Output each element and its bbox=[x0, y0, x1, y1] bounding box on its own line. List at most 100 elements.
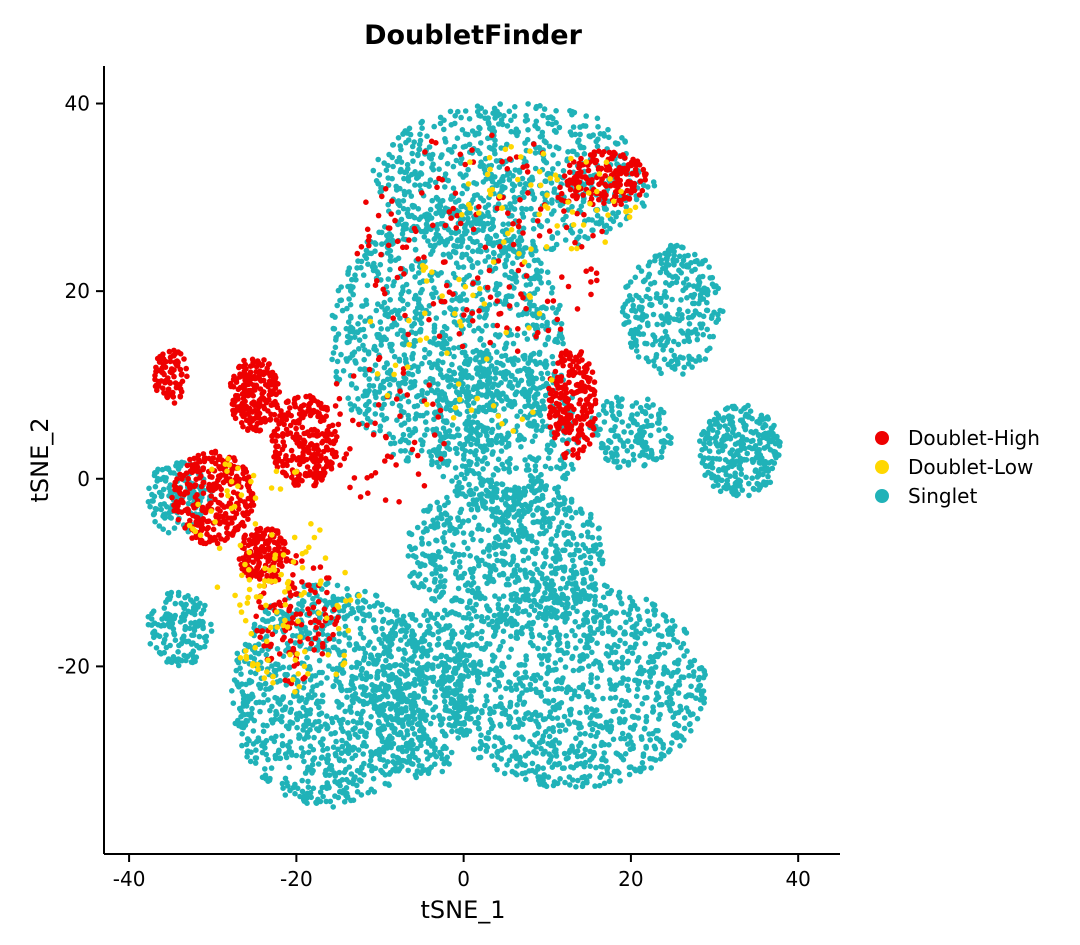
data-point bbox=[578, 740, 584, 746]
data-point bbox=[645, 618, 651, 624]
data-point bbox=[381, 417, 387, 423]
data-point bbox=[545, 170, 551, 177]
data-point bbox=[451, 143, 458, 150]
data-point bbox=[592, 586, 599, 592]
data-point bbox=[464, 604, 471, 611]
data-point bbox=[525, 555, 532, 561]
data-point bbox=[507, 201, 513, 207]
data-point bbox=[419, 540, 425, 546]
data-point bbox=[457, 509, 464, 516]
data-point bbox=[355, 321, 361, 327]
data-point bbox=[518, 522, 524, 529]
data-point bbox=[561, 565, 568, 572]
data-point bbox=[776, 443, 783, 449]
data-point bbox=[539, 322, 545, 329]
data-point bbox=[444, 237, 451, 243]
data-point bbox=[516, 697, 523, 703]
data-point bbox=[544, 370, 551, 377]
data-point bbox=[515, 238, 521, 244]
data-point bbox=[661, 438, 667, 444]
data-point bbox=[468, 441, 474, 448]
data-point bbox=[611, 642, 618, 648]
data-point bbox=[605, 618, 612, 624]
data-point bbox=[538, 745, 544, 752]
data-point bbox=[593, 733, 599, 740]
data-point bbox=[763, 467, 769, 474]
data-point bbox=[678, 674, 685, 680]
data-point bbox=[521, 699, 528, 706]
data-point bbox=[320, 793, 326, 800]
data-point bbox=[589, 755, 595, 762]
data-point bbox=[448, 306, 455, 313]
data-point bbox=[652, 257, 658, 264]
data-point bbox=[508, 646, 514, 653]
data-point bbox=[647, 679, 654, 685]
data-point bbox=[436, 594, 443, 600]
data-point bbox=[603, 222, 610, 229]
data-point bbox=[419, 125, 425, 131]
data-point bbox=[574, 753, 581, 760]
data-point bbox=[395, 209, 402, 216]
data-point bbox=[672, 623, 678, 629]
data-point bbox=[617, 719, 623, 726]
data-point bbox=[347, 328, 354, 335]
data-point bbox=[706, 455, 712, 461]
data-point bbox=[653, 690, 660, 696]
data-point bbox=[528, 205, 534, 212]
data-point bbox=[641, 725, 648, 732]
data-point bbox=[398, 327, 404, 334]
data-point bbox=[605, 457, 611, 464]
data-point bbox=[545, 774, 552, 780]
data-point bbox=[617, 595, 623, 601]
data-point bbox=[446, 664, 452, 671]
data-point bbox=[540, 751, 546, 757]
data-point bbox=[493, 551, 499, 558]
data-point bbox=[604, 445, 611, 451]
data-point bbox=[439, 152, 445, 158]
data-point bbox=[441, 522, 448, 528]
data-point bbox=[464, 210, 470, 217]
data-point bbox=[528, 626, 534, 632]
data-point bbox=[694, 336, 701, 343]
data-point bbox=[484, 460, 491, 467]
data-point bbox=[559, 519, 565, 526]
data-point bbox=[617, 222, 623, 228]
data-point bbox=[346, 764, 353, 770]
data-point bbox=[372, 411, 379, 417]
data-point bbox=[732, 433, 739, 439]
data-point bbox=[452, 488, 459, 495]
data-point bbox=[633, 629, 640, 636]
data-point bbox=[448, 382, 454, 388]
data-point bbox=[522, 570, 528, 576]
data-point bbox=[535, 764, 541, 770]
data-point bbox=[396, 358, 403, 364]
data-point bbox=[722, 423, 728, 429]
data-point bbox=[604, 722, 610, 728]
data-point bbox=[578, 203, 585, 209]
data-point bbox=[626, 764, 633, 771]
data-point bbox=[485, 493, 492, 499]
data-point bbox=[700, 674, 707, 681]
data-point bbox=[415, 206, 422, 212]
data-point bbox=[252, 760, 259, 766]
data-point bbox=[657, 269, 664, 276]
data-point bbox=[693, 695, 699, 701]
data-point bbox=[467, 598, 473, 604]
data-point bbox=[453, 568, 460, 575]
data-point bbox=[360, 303, 366, 309]
data-point bbox=[609, 408, 615, 414]
data-point bbox=[547, 709, 554, 715]
data-point bbox=[748, 429, 754, 435]
data-point bbox=[524, 462, 531, 469]
data-point bbox=[542, 341, 549, 348]
data-point bbox=[481, 618, 487, 625]
data-point bbox=[517, 754, 523, 761]
data-point bbox=[500, 489, 507, 495]
data-point bbox=[535, 774, 541, 780]
data-point bbox=[362, 333, 368, 340]
data-point bbox=[676, 267, 682, 274]
data-point bbox=[495, 290, 502, 297]
data-point bbox=[754, 480, 760, 487]
data-point bbox=[690, 673, 697, 679]
data-point bbox=[615, 403, 622, 409]
